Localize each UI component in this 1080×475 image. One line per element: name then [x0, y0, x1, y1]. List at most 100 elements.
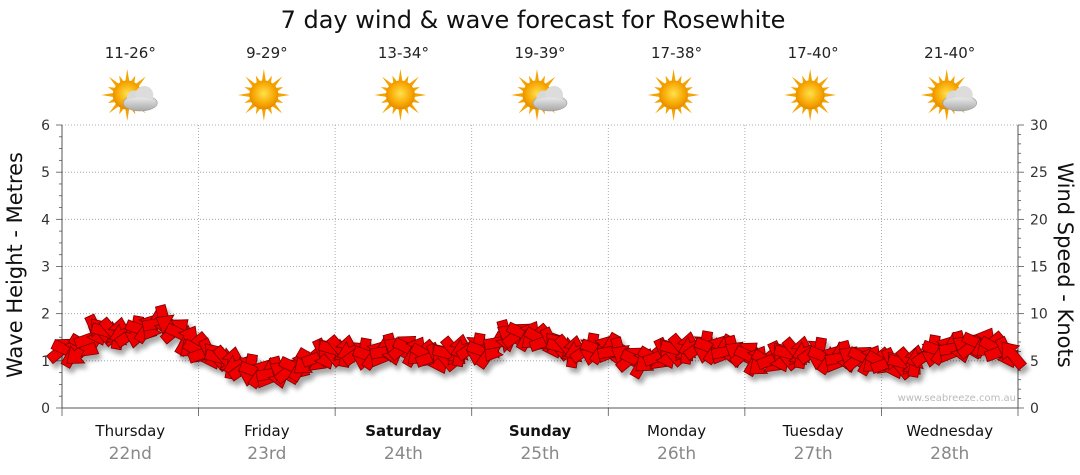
day-date-label: 23rd [247, 444, 286, 464]
sun-ray [655, 103, 666, 114]
day-name-label: Friday [244, 422, 290, 440]
sun-ray [414, 93, 427, 97]
left-axis-ticks: 0 1 2 3 4 5 6 [41, 118, 50, 417]
sun-ray [275, 86, 284, 92]
sun-disc [795, 80, 825, 110]
left-tick-label: 1 [41, 354, 50, 370]
sun-cloud-icon [920, 69, 978, 121]
sun-ray [808, 108, 813, 121]
sun-ray [545, 76, 556, 87]
sun-ray [272, 76, 283, 87]
left-tick-label: 5 [41, 165, 50, 181]
sun-icon [784, 69, 837, 121]
day-labels: Thursday 22nd Friday 23rd Saturday 24th Sunday… [94, 422, 993, 464]
credit-text: www.seabreeze.com.au [898, 393, 1016, 404]
right-axis-ticks: 0 5 10 15 20 25 30 [1030, 118, 1048, 417]
cloud-shape [942, 86, 978, 112]
wind-arrow [1001, 341, 1027, 371]
sun-ray [665, 75, 671, 83]
sun-ray [267, 75, 272, 83]
sun-ray [272, 103, 283, 114]
sun-ray [517, 86, 525, 92]
sun-ray [654, 86, 662, 92]
sun-ray [119, 75, 124, 83]
sun-ray [107, 98, 116, 104]
sun-disc [385, 80, 415, 110]
sun-ray [944, 108, 949, 121]
sun-ray [518, 76, 529, 87]
sun-ray [822, 86, 830, 92]
left-tick-label: 2 [41, 307, 50, 323]
sun-ray [685, 98, 693, 104]
sun-ray [647, 93, 660, 97]
left-tick-label: 4 [41, 212, 50, 228]
sun-ray [791, 76, 802, 87]
sun-ray [392, 75, 397, 83]
sun-ray [535, 69, 539, 82]
sun-ray [784, 93, 797, 97]
day-name-label: Monday [647, 422, 706, 440]
sun-ray [237, 93, 250, 97]
sun-ray [403, 75, 409, 83]
sun-ray [671, 69, 676, 82]
temperature-range-label: 21-40° [924, 44, 975, 62]
sun-ray [528, 75, 534, 83]
sun-ray [813, 107, 819, 115]
sun-ray [130, 75, 136, 83]
temperature-range-label: 19-39° [514, 44, 565, 62]
sun-ray [677, 107, 682, 115]
sun-ray [938, 107, 944, 115]
sun-ray [412, 98, 420, 104]
sun-ray [408, 103, 419, 114]
sun-ray [398, 108, 403, 121]
sun-ray [267, 107, 272, 115]
sun-ray [822, 98, 830, 104]
sun-ray [275, 98, 284, 104]
left-tick-label: 6 [41, 118, 50, 134]
sun-disc [249, 80, 279, 110]
sun-ray [813, 75, 819, 83]
temperature-range-label: 13-34° [378, 44, 429, 62]
sun-ray [791, 103, 802, 114]
sun-ray [535, 108, 539, 121]
sun-ray [687, 93, 700, 97]
sun-ray [261, 69, 266, 82]
right-tick-label: 5 [1030, 354, 1039, 370]
sun-ray [412, 86, 420, 92]
sun-ray [681, 76, 692, 87]
sun-ray [790, 98, 799, 104]
sun-ray [920, 93, 933, 97]
sun-ray [403, 107, 409, 115]
wind-arrow-series [45, 303, 1027, 390]
cloud-shape [122, 86, 158, 112]
sun-ray [125, 108, 130, 121]
sun-ray [125, 69, 130, 82]
sun-ray [517, 98, 525, 104]
sun-ray [374, 93, 387, 97]
sun-ray [244, 86, 252, 92]
sun-ray [108, 76, 119, 87]
sun-cloud-icon [511, 69, 568, 121]
cloud-shape [532, 86, 568, 112]
sun-ray [654, 98, 662, 104]
sun-ray [677, 75, 682, 83]
sun-ray [665, 107, 671, 115]
left-tick-label: 0 [41, 401, 50, 417]
day-name-label: Thursday [94, 422, 165, 440]
left-axis-title: Wave Height - Metres [3, 152, 27, 378]
sun-icon [647, 69, 700, 121]
right-tick-label: 20 [1030, 212, 1048, 228]
sun-ray [381, 98, 389, 104]
temperature-range-label: 17-38° [651, 44, 702, 62]
left-tick-label: 3 [41, 260, 50, 276]
sun-ray [245, 76, 256, 87]
sun-ray [790, 86, 799, 92]
sun-ray [671, 108, 676, 121]
temperature-range-label: 9-29° [246, 44, 288, 62]
chart-title: 7 day wind & wave forecast for Rosewhite [281, 6, 786, 34]
day-date-label: 22nd [109, 444, 152, 464]
day-name-label: Wednesday [906, 422, 993, 440]
sun-icon [374, 69, 427, 121]
sun-ray [107, 86, 116, 92]
sun-ray [955, 76, 966, 87]
